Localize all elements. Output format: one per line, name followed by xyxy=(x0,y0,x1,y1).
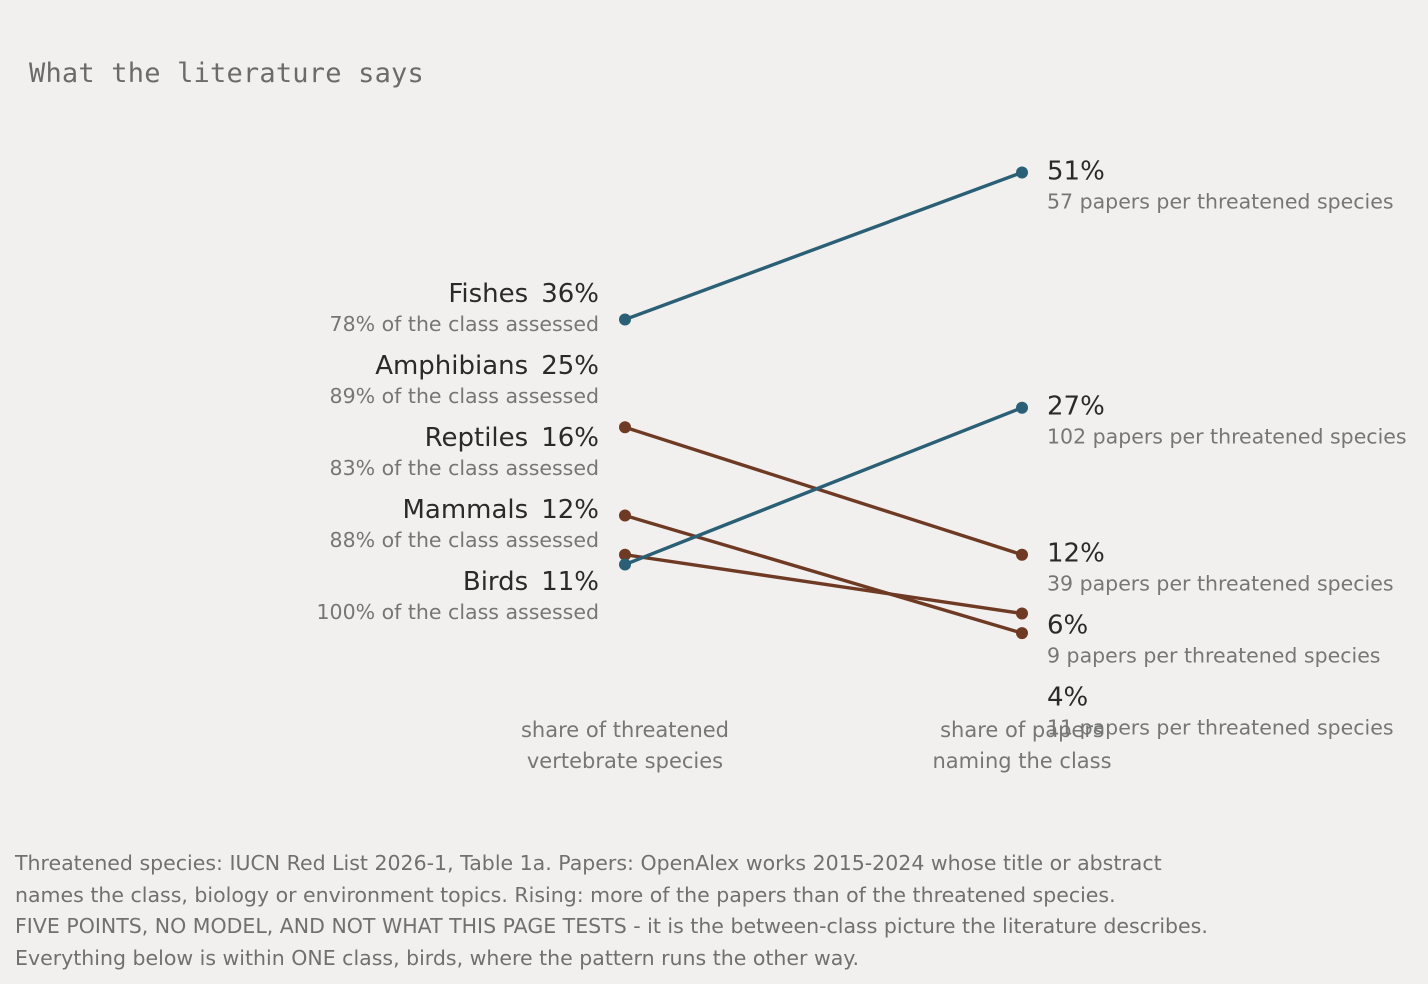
right-point-birds xyxy=(1016,401,1028,414)
left-sublabel-birds: 100% of the class assessed xyxy=(317,600,600,624)
left-sublabel-reptiles: 83% of the class assessed xyxy=(330,456,599,480)
left-point-reptiles xyxy=(619,509,631,522)
chart-title: What the literature says xyxy=(29,58,424,89)
left-point-amphibians xyxy=(619,421,631,434)
slope-line-amphibians xyxy=(623,425,1024,557)
note-line: FIVE POINTS, NO MODEL, AND NOT WHAT THIS… xyxy=(15,914,1208,938)
left-label-birds: Birds 11% xyxy=(463,567,599,597)
right-sublabel-reptiles: 11 papers per threatened species xyxy=(1047,716,1394,740)
slope-line-mammals xyxy=(623,553,1024,616)
left-point-birds xyxy=(619,558,631,571)
right-sublabel-fishes: 57 papers per threatened species xyxy=(1047,190,1394,214)
left-point-mammals xyxy=(619,548,631,561)
right-sublabel-mammals: 9 papers per threatened species xyxy=(1047,644,1381,668)
right-value-label-amphibians: 12% xyxy=(1047,539,1105,569)
right-value-label-mammals: 6% xyxy=(1047,611,1088,641)
left-sublabel-mammals: 88% of the class assessed xyxy=(330,528,599,552)
slope-line-reptiles xyxy=(623,513,1024,635)
right-axis-label: share of papers xyxy=(940,718,1104,742)
note-line: Threatened species: IUCN Red List 2026-1… xyxy=(15,851,1162,875)
right-sublabel-birds: 102 papers per threatened species xyxy=(1047,425,1407,449)
left-sublabel-amphibians: 89% of the class assessed xyxy=(330,384,599,408)
left-axis-label: share of threatened xyxy=(521,718,729,742)
right-value-label-reptiles: 4% xyxy=(1047,683,1088,713)
right-value-label-birds: 27% xyxy=(1047,392,1105,422)
note-line: Everything below is within ONE class, bi… xyxy=(15,945,860,970)
note-line: names the class, biology or environment … xyxy=(15,882,1116,907)
left-label-fishes: Fishes 36% xyxy=(448,279,599,309)
left-label-amphibians: Amphibians 25% xyxy=(375,351,599,381)
right-point-mammals xyxy=(1016,607,1028,620)
left-axis-label: vertebrate species xyxy=(527,749,723,773)
right-point-reptiles xyxy=(1016,627,1028,640)
left-label-mammals: Mammals 12% xyxy=(402,495,599,525)
source-notes: Threatened species: IUCN Red List 2026-1… xyxy=(15,848,1415,974)
right-value-label-fishes: 51% xyxy=(1047,157,1105,187)
slope-line-fishes xyxy=(623,170,1024,322)
slope-chart: Fishes 36% 78% of the class assessed Amphi… xyxy=(317,157,1407,774)
left-point-fishes xyxy=(619,313,631,326)
right-point-fishes xyxy=(1016,166,1028,179)
left-sublabel-fishes: 78% of the class assessed xyxy=(330,312,599,336)
right-axis-label: naming the class xyxy=(932,749,1111,773)
left-label-reptiles: Reptiles 16% xyxy=(425,423,599,453)
right-point-amphibians xyxy=(1016,548,1028,561)
right-sublabel-amphibians: 39 papers per threatened species xyxy=(1047,572,1394,596)
slope-line-birds xyxy=(623,406,1024,567)
